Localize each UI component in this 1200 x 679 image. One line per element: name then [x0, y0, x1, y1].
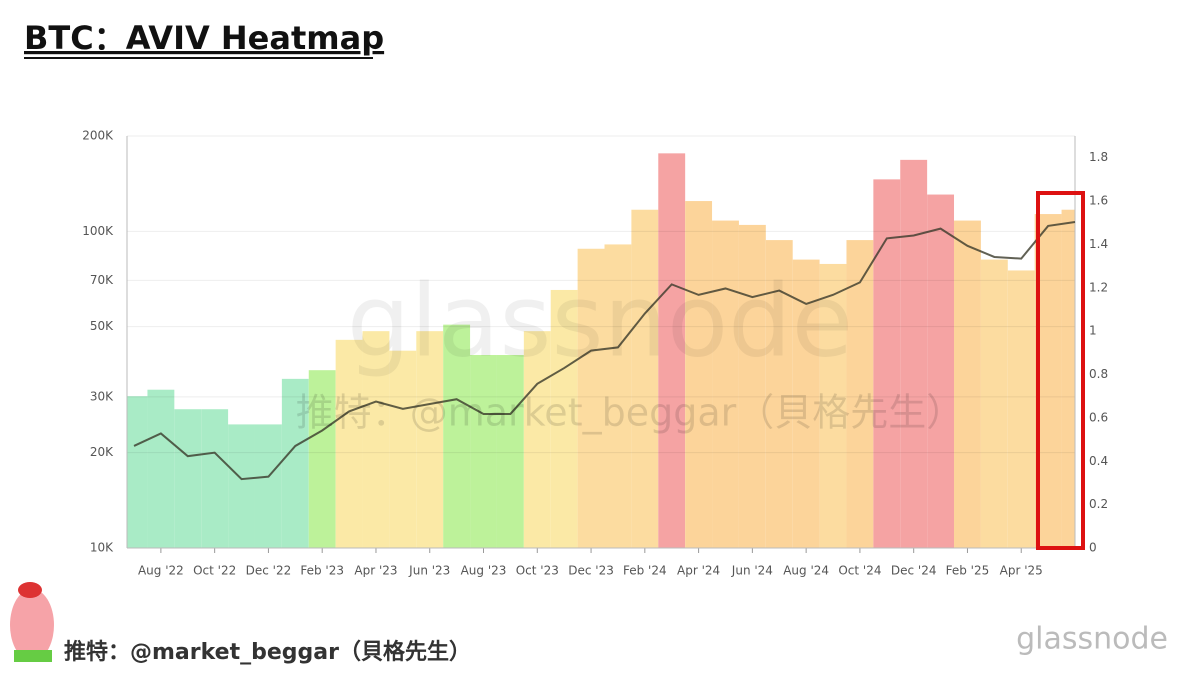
y2-tick-label: 1.6 [1089, 194, 1108, 208]
mascot [10, 582, 54, 662]
watermark-handle: 推特：@market_beggar（貝格先生） [296, 391, 965, 435]
y2-tick-label: 0.4 [1089, 454, 1108, 468]
aviv-column [873, 179, 901, 549]
aviv-column [712, 220, 739, 548]
aviv-column [281, 378, 309, 548]
x-tick-label: Apr '24 [677, 564, 720, 578]
y2-tick-label: 1.2 [1089, 280, 1108, 294]
aviv-column [1061, 209, 1075, 548]
x-tick-label: Oct '22 [193, 564, 236, 578]
aviv-column [550, 289, 578, 548]
x-tick-label: Apr '25 [1000, 564, 1043, 578]
y-tick-label: 30K [90, 389, 114, 403]
aviv-column [900, 159, 928, 548]
watermark-brand: glassnode [347, 262, 853, 379]
y-tick-label: 20K [90, 445, 114, 459]
aviv-column [201, 409, 229, 548]
highlight-box [1036, 191, 1085, 550]
aviv-column [174, 409, 202, 548]
x-tick-label: Feb '24 [623, 564, 667, 578]
aviv-column [846, 240, 874, 548]
x-tick-label: Jun '24 [731, 564, 773, 578]
y-tick-label: 100K [82, 224, 114, 238]
x-tick-label: Jun '23 [408, 564, 450, 578]
footer-brand: glassnode [1016, 622, 1168, 657]
x-tick-label: Dec '23 [568, 564, 614, 578]
aviv-column [147, 389, 175, 548]
aviv-column [362, 331, 390, 548]
y2-tick-label: 1.4 [1089, 237, 1108, 251]
aviv-column [470, 355, 497, 548]
aviv-column [389, 350, 417, 548]
y2-tick-label: 1 [1089, 324, 1097, 338]
aviv-column [954, 220, 981, 548]
aviv-column [523, 331, 551, 548]
aviv-column [631, 209, 659, 548]
y2-tick-label: 0.2 [1089, 497, 1108, 511]
aviv-column [685, 201, 713, 549]
aviv-column [335, 339, 363, 548]
x-tick-label: Apr '23 [354, 564, 397, 578]
aviv-column [496, 355, 524, 548]
y2-tick-label: 0 [1089, 541, 1097, 555]
x-tick-label: Aug '22 [138, 564, 184, 578]
plot: 10K 20K 30K 50K 70K 100K 200K 0 0.2 0.4 0.6 0.8 1 1.2… [82, 129, 1108, 578]
aviv-column [228, 424, 255, 548]
y-tick-label: 70K [90, 273, 114, 287]
aviv-column [416, 331, 444, 548]
x-tick-label: Feb '25 [946, 564, 990, 578]
aviv-column [927, 194, 955, 548]
y2-tick-label: 1.8 [1089, 150, 1108, 164]
aviv-column [577, 248, 605, 549]
x-tick-label: Dec '24 [891, 564, 937, 578]
aviv-column [658, 153, 686, 549]
aviv-column [254, 424, 282, 548]
aviv-column [604, 244, 632, 548]
y-tick-label: 200K [82, 129, 114, 143]
y2-tick-label: 0.6 [1089, 410, 1108, 424]
x-tick-label: Aug '24 [783, 564, 829, 578]
x-tick-label: Feb '23 [300, 564, 344, 578]
aviv-column [1007, 270, 1035, 548]
aviv-column [819, 263, 847, 548]
page-title: BTC：AVIV Heatmap [24, 19, 384, 57]
x-tick-label: Aug '23 [461, 564, 507, 578]
aviv-column [443, 324, 471, 548]
x-tick-label: Oct '24 [838, 564, 881, 578]
x-tick-label: Dec '22 [246, 564, 292, 578]
footer-handle: 推特：@market_beggar（貝格先生） [64, 639, 471, 665]
y2-tick-label: 0.8 [1089, 367, 1108, 381]
price-line [133, 221, 1076, 481]
aviv-column [738, 224, 766, 548]
aviv-column [127, 396, 148, 548]
x-tick-label: Oct '23 [516, 564, 559, 578]
y-tick-label: 10K [90, 541, 114, 555]
aviv-column [980, 259, 1008, 548]
aviv-column [792, 259, 820, 548]
aviv-column [308, 370, 336, 548]
y-tick-label: 50K [90, 319, 114, 333]
